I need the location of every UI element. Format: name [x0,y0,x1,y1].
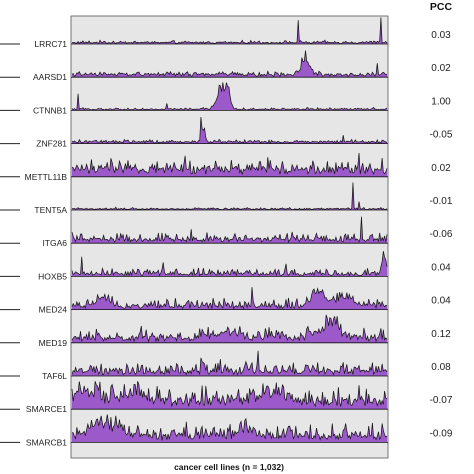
gene-label-itga6: ITGA6 [42,238,67,248]
pcc-value-smarce1: -0.07 [430,395,453,406]
pcc-value-znf281: -0.05 [430,130,453,141]
pcc-value-tent5a: -0.01 [430,196,453,207]
profile-area-aarsd1 [72,50,387,78]
profile-line-aarsd1 [71,50,388,78]
pcc-value-smarcb1: -0.09 [430,428,453,439]
profile-line-smarcb1 [71,414,388,441]
profile-line-mettl11b [71,152,388,175]
gene-label-med19: MED19 [39,338,68,348]
pcc-value-hoxb5: 0.04 [431,262,451,273]
profile-area-med24 [72,287,387,310]
profile-area-znf281 [72,117,387,144]
profile-line-smarce1 [71,381,388,408]
pcc-value-lrrc71: 0.03 [431,30,451,41]
gene-rows: LRRC71 0.03 AARSD1 0.02 CTNNB1 1.00 ZNF281 -0.0… [0,17,453,447]
x-axis-label: cancer cell lines (n = 1,032) [174,462,284,472]
gene-label-lrrc71: LRRC71 [34,39,67,49]
profile-area-med19 [72,314,387,343]
profile-line-med19 [71,314,388,343]
gene-label-znf281: ZNF281 [36,139,67,149]
pcc-value-aarsd1: 0.02 [431,63,451,74]
profile-line-hoxb5 [71,251,388,277]
pcc-value-med19: 0.12 [431,329,451,340]
gene-label-mettl11b: METTL11B [25,172,68,182]
gene-label-hoxb5: HOXB5 [38,271,67,281]
gene-label-smarcb1: SMARCB1 [26,437,67,447]
profile-area-hoxb5 [72,251,387,277]
pcc-value-itga6: -0.06 [430,229,453,240]
gene-label-ctnnb1: CTNNB1 [33,105,67,115]
profile-line-znf281 [71,116,388,144]
profile-line-taf6l [71,350,388,376]
profile-line-med24 [71,287,388,310]
gene-label-med24: MED24 [39,305,68,315]
pcc-value-mettl11b: 0.02 [431,163,451,174]
gene-label-aarsd1: AARSD1 [33,72,67,82]
gene-label-tent5a: TENT5A [34,205,67,215]
profile-line-tent5a [71,182,388,211]
profile-line-itga6 [71,216,388,244]
profile-area-taf6l [72,350,387,376]
pcc-header: PCC [430,1,453,13]
gene-label-taf6l: TAF6L [42,371,67,381]
pcc-value-ctnnb1: 1.00 [431,96,451,107]
profile-area-ctnnb1 [72,82,387,111]
profile-area-mettl11b [72,153,387,177]
profile-line-ctnnb1 [71,82,388,111]
pcc-value-taf6l: 0.08 [431,362,451,373]
gene-label-smarce1: SMARCE1 [26,404,67,414]
profile-line-lrrc71 [71,17,388,45]
pcc-value-med24: 0.04 [431,296,451,307]
